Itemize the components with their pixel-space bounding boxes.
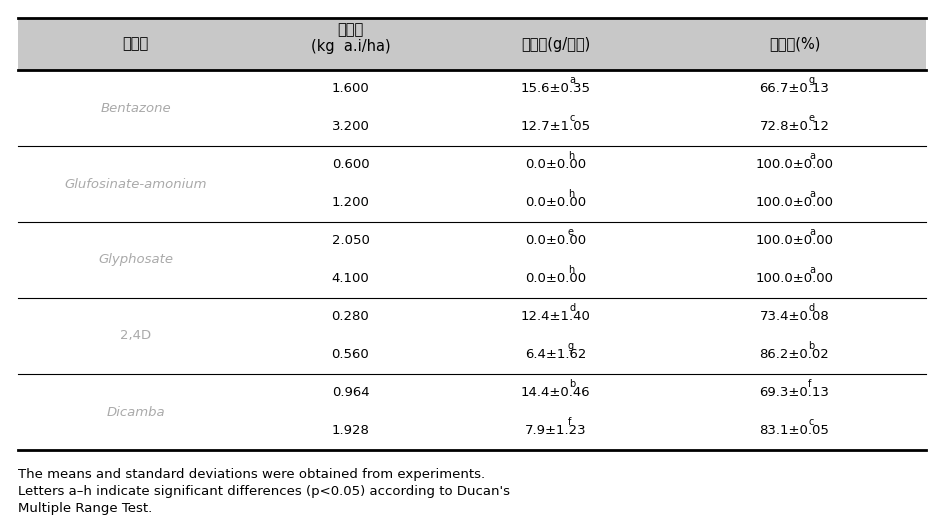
Text: a: a [810, 265, 816, 275]
Text: 1.200: 1.200 [331, 196, 369, 210]
Text: 0.0±0.00: 0.0±0.00 [525, 272, 586, 286]
Text: Glyphosate: Glyphosate [98, 254, 173, 267]
Text: 1.928: 1.928 [331, 424, 369, 438]
Text: 처리량
(kg  a.i/ha): 처리량 (kg a.i/ha) [311, 22, 390, 54]
Text: 0.280: 0.280 [331, 311, 369, 323]
Text: c: c [808, 417, 814, 427]
Text: f: f [808, 379, 812, 389]
Text: 제초제: 제초제 [123, 37, 148, 51]
Text: c: c [569, 113, 575, 123]
Text: 69.3±0.13: 69.3±0.13 [760, 387, 830, 399]
Text: h: h [567, 265, 574, 275]
Text: Glufosinate-amonium: Glufosinate-amonium [64, 178, 207, 191]
Text: e: e [808, 113, 814, 123]
Text: 12.7±1.05: 12.7±1.05 [520, 121, 591, 134]
Text: 건물중(g/포트): 건물중(g/포트) [521, 37, 590, 51]
Text: b: b [569, 379, 576, 389]
Text: 0.0±0.00: 0.0±0.00 [525, 158, 586, 171]
Text: Multiple Range Test.: Multiple Range Test. [18, 502, 152, 515]
Text: 14.4±0.46: 14.4±0.46 [521, 387, 590, 399]
Text: 3.200: 3.200 [331, 121, 369, 134]
Text: The means and standard deviations were obtained from experiments.: The means and standard deviations were o… [18, 468, 485, 481]
Text: Letters a–h indicate significant differences (p<0.05) according to Ducan's: Letters a–h indicate significant differe… [18, 485, 510, 498]
Text: a: a [810, 189, 816, 199]
Text: 100.0±0.00: 100.0±0.00 [755, 272, 834, 286]
Text: a: a [810, 227, 816, 237]
Text: 86.2±0.02: 86.2±0.02 [760, 348, 830, 362]
Text: e: e [567, 227, 574, 237]
Text: d: d [808, 303, 815, 313]
Text: 0.964: 0.964 [331, 387, 369, 399]
Bar [18, 18, 926, 70]
Text: 6.4±1.62: 6.4±1.62 [525, 348, 586, 362]
Text: 73.4±0.08: 73.4±0.08 [760, 311, 830, 323]
Text: 2,4D: 2,4D [120, 330, 151, 343]
Text: Bentazone: Bentazone [100, 102, 171, 115]
Text: 4.100: 4.100 [331, 272, 369, 286]
Text: 0.560: 0.560 [331, 348, 369, 362]
Text: 0.0±0.00: 0.0±0.00 [525, 235, 586, 247]
Text: 66.7±0.13: 66.7±0.13 [760, 82, 830, 95]
Text: Dicamba: Dicamba [106, 406, 165, 419]
Text: g: g [567, 341, 574, 351]
Text: h: h [567, 151, 574, 161]
Text: 83.1±0.05: 83.1±0.05 [760, 424, 830, 438]
Text: h: h [567, 189, 574, 199]
Text: 0.600: 0.600 [331, 158, 369, 171]
Text: d: d [569, 303, 575, 313]
Text: a: a [810, 151, 816, 161]
Text: 12.4±1.40: 12.4±1.40 [520, 311, 590, 323]
Text: 72.8±0.12: 72.8±0.12 [760, 121, 830, 134]
Text: a: a [569, 75, 575, 85]
Text: 1.600: 1.600 [331, 82, 369, 95]
Text: b: b [808, 341, 815, 351]
Text: 0.0±0.00: 0.0±0.00 [525, 196, 586, 210]
Text: 100.0±0.00: 100.0±0.00 [755, 196, 834, 210]
Text: 100.0±0.00: 100.0±0.00 [755, 235, 834, 247]
Text: 2.050: 2.050 [331, 235, 369, 247]
Text: 7.9±1.23: 7.9±1.23 [525, 424, 586, 438]
Text: 15.6±0.35: 15.6±0.35 [520, 82, 591, 95]
Text: 100.0±0.00: 100.0±0.00 [755, 158, 834, 171]
Text: g: g [808, 75, 815, 85]
Text: 방제가(%): 방제가(%) [768, 37, 820, 51]
Text: f: f [567, 417, 571, 427]
